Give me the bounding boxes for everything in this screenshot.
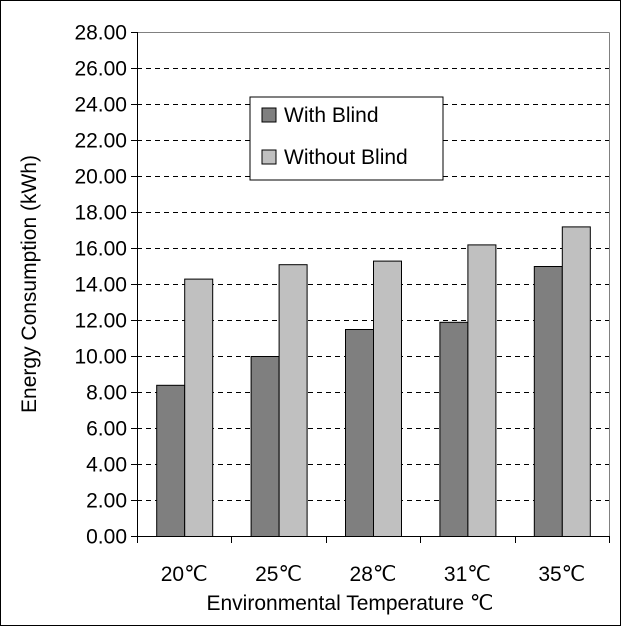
y-axis-title: Energy Consumption (kWh) [18, 155, 41, 413]
legend-label-with-blind: With Blind [284, 104, 379, 127]
bar-with-blind [250, 356, 280, 537]
y-tick-label: 18.00 [74, 202, 127, 225]
legend: With Blind Without Blind [249, 96, 444, 181]
y-tick-label: 12.00 [74, 310, 127, 333]
axes [131, 32, 610, 543]
y-tick-label: 6.00 [86, 418, 127, 441]
bar-without-blind [467, 244, 497, 537]
bar-without-blind [184, 278, 214, 537]
x-axis-title: Environmental Temperature ℃ [207, 592, 494, 615]
x-tick-label: 35℃ [538, 563, 585, 586]
legend-swatch-without-blind [261, 149, 277, 165]
legend-box [249, 96, 444, 181]
legend-swatch-with-blind [261, 107, 277, 123]
bar-with-blind [345, 329, 374, 537]
bar-with-blind [439, 321, 469, 537]
bars [156, 226, 591, 537]
bar-with-blind [533, 266, 563, 537]
y-tick-label: 24.00 [74, 94, 127, 117]
x-tick-label: 20℃ [161, 563, 208, 586]
x-tick-labels: 20℃ 25℃ 28℃ 31℃ 35℃ [161, 563, 586, 586]
bar-without-blind [561, 226, 591, 537]
y-tick-label: 2.00 [86, 490, 127, 513]
x-tick-label: 31℃ [444, 563, 491, 586]
y-tick-labels: 0.00 2.00 4.00 6.00 8.00 10.00 12.00 14.00 16.00… [74, 22, 127, 549]
y-tick-label: 16.00 [74, 238, 127, 261]
bar-with-blind [156, 384, 186, 537]
legend-label-without-blind: Without Blind [284, 146, 408, 169]
y-tick-label: 10.00 [74, 346, 127, 369]
x-tick-label: 25℃ [255, 563, 302, 586]
y-tick-label: 14.00 [74, 274, 127, 297]
y-tick-label: 22.00 [74, 130, 127, 153]
y-tick-label: 28.00 [74, 22, 127, 45]
bar-without-blind [278, 264, 308, 537]
y-tick-label: 8.00 [86, 382, 127, 405]
x-tick-label: 28℃ [350, 563, 397, 586]
y-tick-label: 20.00 [74, 166, 127, 189]
y-tick-label: 0.00 [86, 526, 127, 549]
y-tick-label: 4.00 [86, 454, 127, 477]
bar-without-blind [373, 260, 402, 537]
y-tick-label: 26.00 [74, 58, 127, 81]
